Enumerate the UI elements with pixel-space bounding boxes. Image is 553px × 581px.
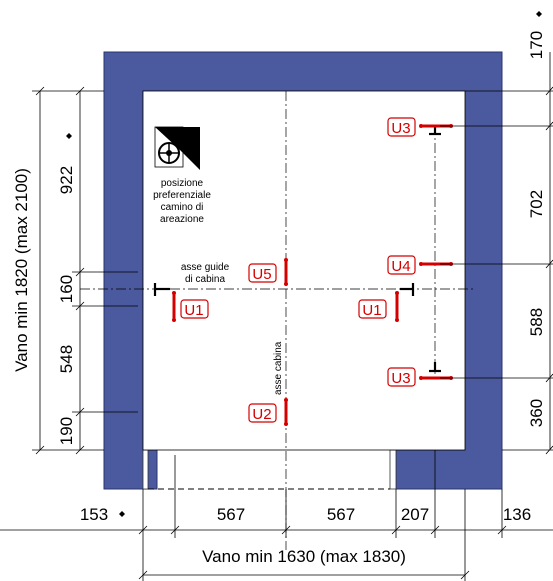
dim-702: 702 [527, 190, 546, 218]
u3-bottom-marker: U3 [387, 367, 453, 387]
shaft-depth-label: Vano min 1820 (max 2100) [12, 168, 31, 372]
dim-170: 170 [527, 31, 546, 59]
dim-136: 136 [503, 505, 531, 524]
u1-left-marker: U1 [172, 291, 209, 322]
svg-text:U3: U3 [391, 370, 410, 387]
diamond-marker-icon-bottom [119, 511, 125, 517]
svg-text:U2: U2 [252, 406, 271, 423]
svg-text:U5: U5 [252, 266, 271, 283]
bottom-dimension-lines [0, 450, 553, 581]
guide-rail-right [400, 283, 415, 296]
svg-text:U3: U3 [391, 120, 410, 137]
u4-marker: U4 [387, 255, 453, 275]
u5-marker: U5 [248, 258, 288, 286]
vent-note-line-3: camino di [161, 202, 204, 213]
ventilation-fan-icon [154, 126, 200, 170]
right-dimension-lines [440, 52, 553, 455]
counterweight-rail-bottom [429, 362, 441, 373]
dim-207: 207 [401, 505, 429, 524]
svg-text:U1: U1 [184, 302, 203, 319]
diamond-marker-icon [66, 133, 72, 139]
vent-note-line-4: areazione [160, 214, 204, 225]
svg-text:U4: U4 [391, 258, 410, 275]
dim-588: 588 [527, 308, 546, 336]
dim-922: 922 [57, 166, 76, 194]
dim-190: 190 [57, 417, 76, 445]
dim-360: 360 [527, 399, 546, 427]
vent-note-line-2: preferenziale [153, 190, 211, 201]
u2-marker: U2 [248, 398, 288, 426]
dim-567-left: 567 [217, 505, 245, 524]
guide-axis-label-1: asse guide [181, 262, 230, 273]
vent-note-line-1: posizione [161, 178, 204, 189]
left-dimension-lines [32, 86, 138, 455]
shaft-width-label: Vano min 1630 (max 1830) [202, 547, 406, 566]
guide-rail-left [153, 283, 170, 296]
dim-153: 153 [80, 505, 108, 524]
cabin-axis-label: asse cabina [273, 341, 284, 395]
door-jamb-right [389, 449, 397, 490]
u1-right-marker: U1 [358, 291, 399, 322]
dim-567-right: 567 [327, 505, 355, 524]
dim-548: 548 [57, 345, 76, 373]
diamond-marker-icon-right [536, 11, 542, 17]
door-sill-left [142, 449, 149, 490]
svg-text:U1: U1 [362, 302, 381, 319]
guide-axis-label-2: di cabina [185, 274, 225, 285]
dim-160: 160 [57, 275, 76, 303]
